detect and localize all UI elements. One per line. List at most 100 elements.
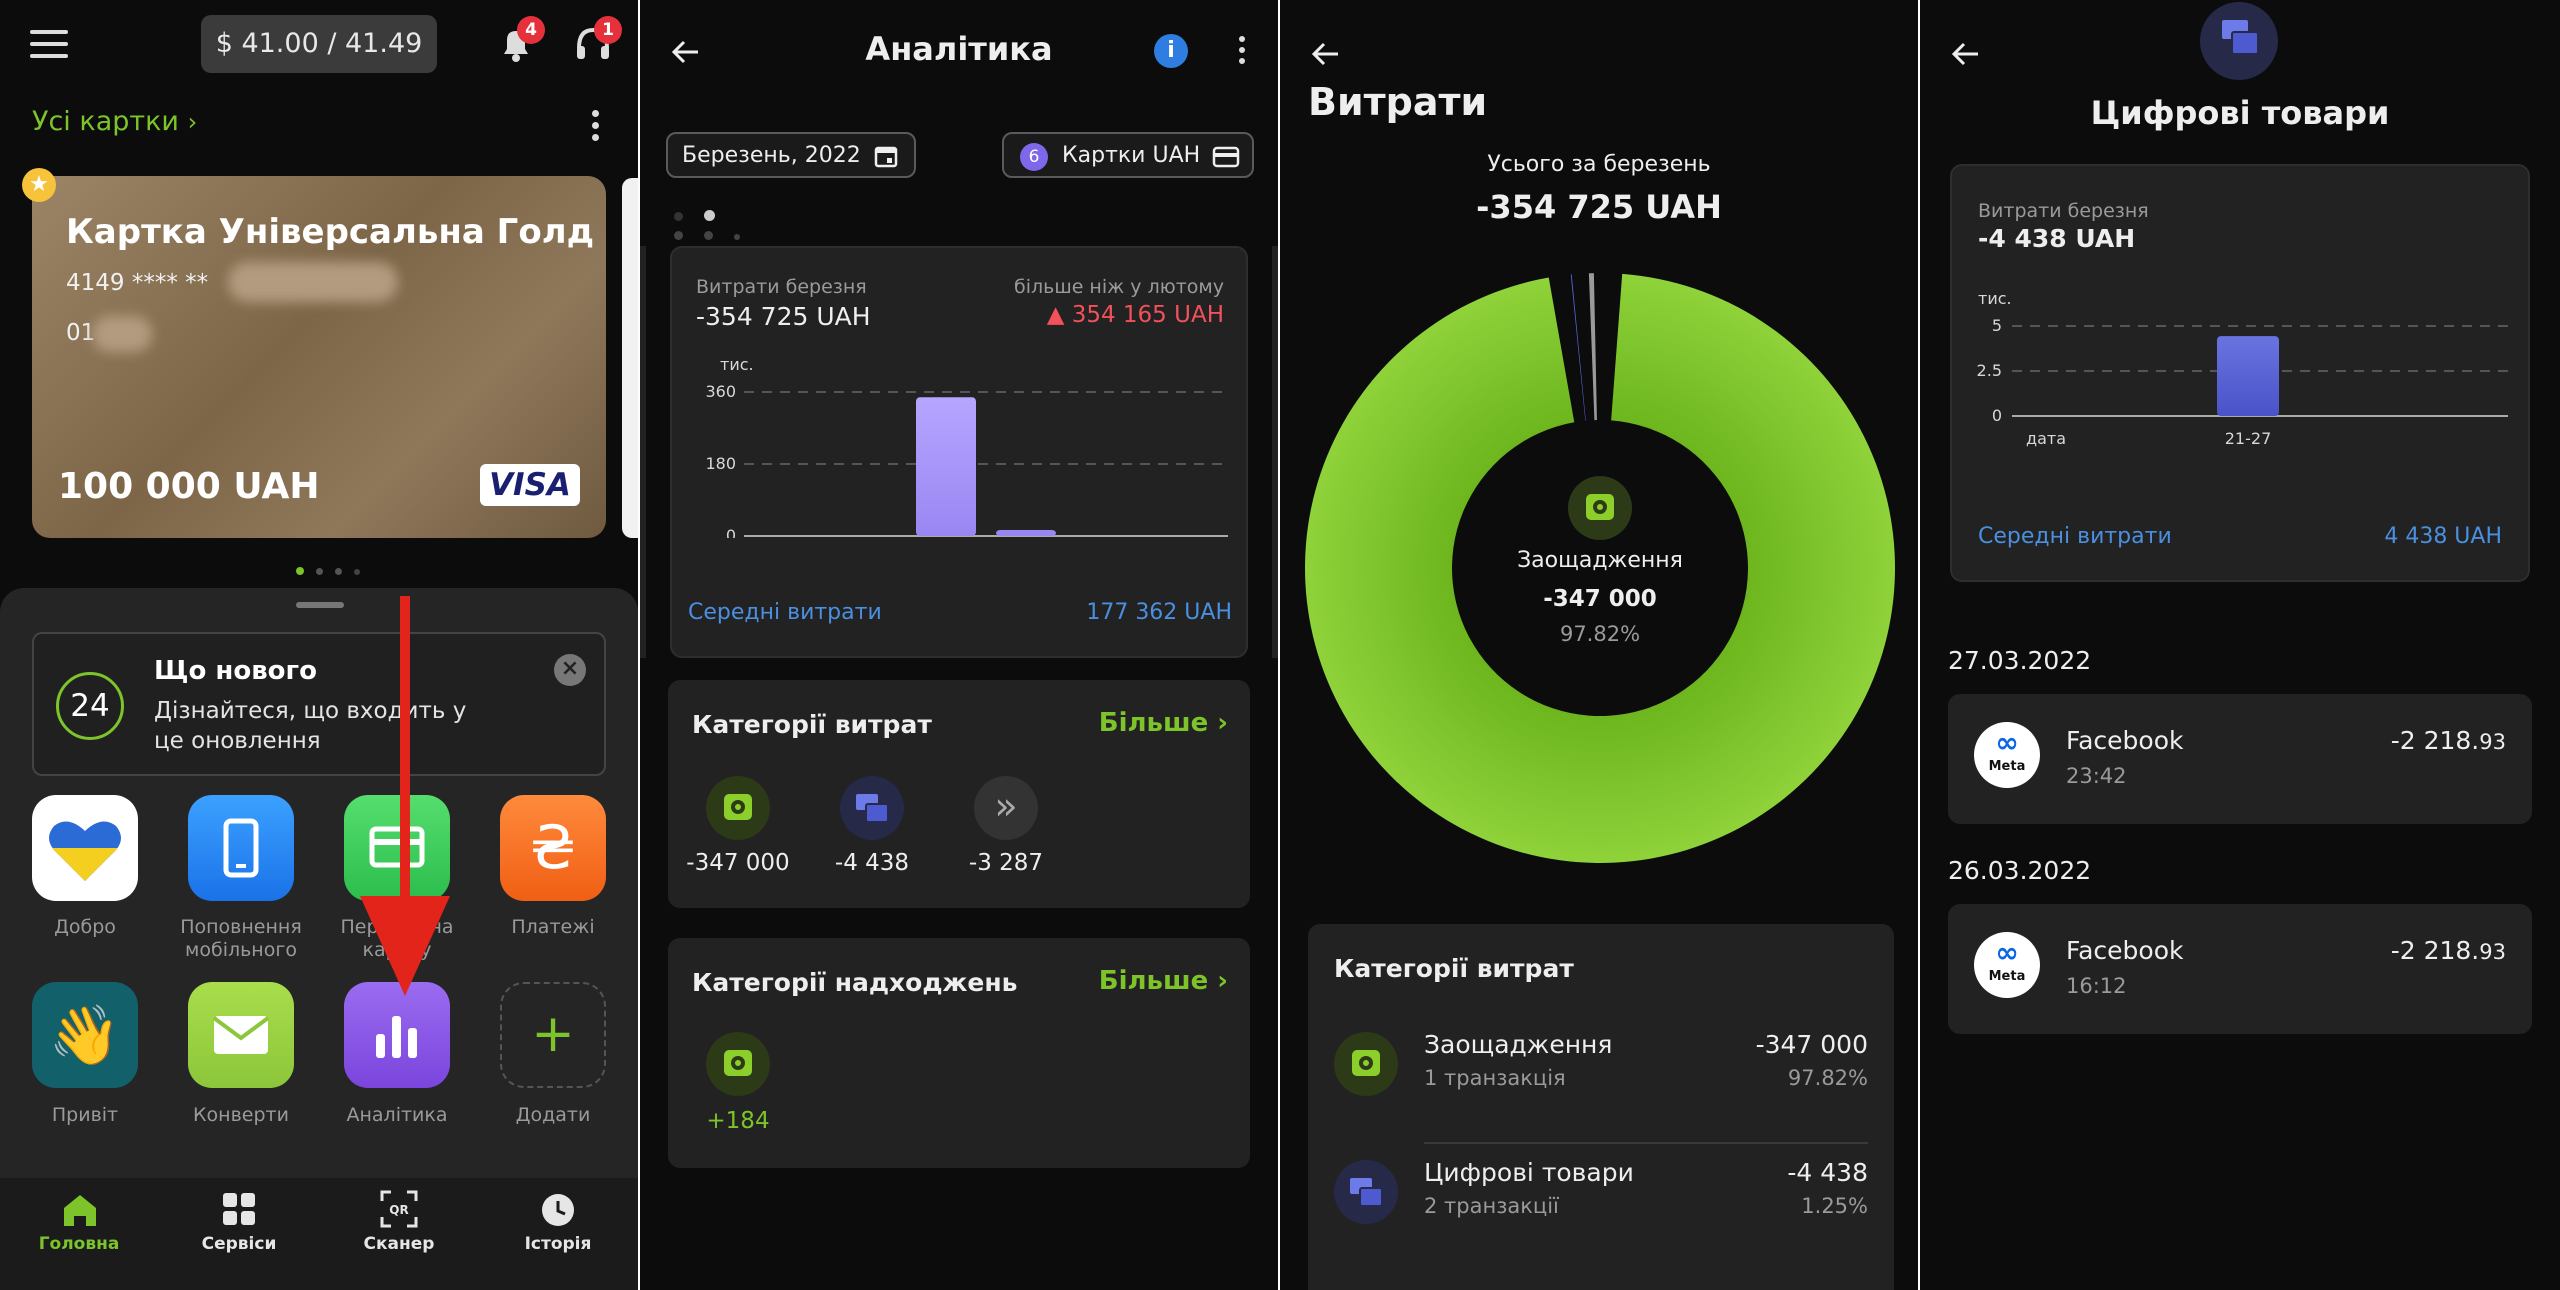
total-value: -354 725 UAH — [1476, 188, 1722, 226]
donut-slice[interactable] — [1570, 274, 1586, 421]
mobile-topup-app-icon[interactable] — [188, 795, 294, 901]
history-clock-icon[interactable] — [540, 1192, 576, 1228]
home-screen: $ 41.00 / 41.49 4 1 Усі картки › Картка … — [0, 0, 638, 1290]
hello-app-icon[interactable]: 👋 — [32, 982, 138, 1088]
balance-badge[interactable]: $ 41.00 / 41.49 — [201, 15, 437, 73]
nav-scanner[interactable]: Сканер — [363, 1234, 435, 1254]
spending-categories-card[interactable]: Категорії витрат Більше › -347 000 -4 43… — [668, 680, 1250, 908]
donut-center-label: Заощадження — [1517, 548, 1683, 573]
card-title: Картка Універсальна Голд — [66, 212, 595, 252]
avg-spend-label[interactable]: Середні витрати — [688, 600, 882, 625]
app-label-dobro: Добро — [54, 916, 116, 938]
transaction-row[interactable]: ∞ Meta Facebook 23:42 -2 218.93 — [1948, 694, 2532, 824]
back-arrow-icon[interactable] — [1310, 38, 1342, 70]
meta-logo-text: Meta — [1988, 969, 2026, 984]
transaction-amount: -2 218.93 — [2391, 936, 2506, 965]
card-expiry: 01 — [66, 320, 96, 346]
more-label: Більше — [1098, 708, 1209, 738]
x-tick-label: дата — [2026, 429, 2066, 448]
transaction-time: 16:12 — [2066, 974, 2127, 998]
donut-hole — [1456, 424, 1744, 712]
savings-icon — [706, 1032, 770, 1096]
app-label-analytics: Аналітика — [346, 1104, 448, 1126]
dobro-app-icon[interactable] — [32, 795, 138, 901]
y-tick-label: 180 — [705, 454, 736, 473]
card-pager — [296, 560, 376, 594]
nav-services[interactable]: Сервіси — [201, 1234, 277, 1254]
svg-text:QR: QR — [389, 1203, 408, 1217]
digital-spending-card[interactable]: Витрати березня -4 438 UAH тис. 5 2.5 0 дата… — [1950, 164, 2530, 582]
more-vertical-icon[interactable] — [588, 110, 602, 144]
page-title: Аналітика — [865, 30, 1053, 68]
y-axis-unit: тис. — [1978, 289, 2012, 308]
merchant-name: Facebook — [2066, 936, 2184, 965]
envelopes-app-icon[interactable] — [188, 982, 294, 1088]
whats-new-card[interactable]: 24 Що нового Дізнайтеся, що входить у це… — [32, 632, 606, 776]
info-icon[interactable]: i — [1154, 34, 1188, 68]
bar[interactable] — [916, 397, 976, 536]
transaction-amount: -2 218.93 — [2391, 726, 2506, 755]
all-cards-label: Усі картки — [32, 106, 179, 137]
menu-icon[interactable] — [30, 30, 68, 58]
y-axis-unit: тис. — [720, 355, 754, 374]
digital-goods-screen: Цифрові товари Витрати березня -4 438 UA… — [1920, 0, 2560, 1290]
spending-value: -4 438 UAH — [1978, 224, 2136, 253]
add-app-icon[interactable]: + — [500, 982, 606, 1088]
nav-home[interactable]: Головна — [38, 1234, 120, 1254]
digital-bar-chart: тис. 5 2.5 0 дата 21-27 — [1977, 289, 2508, 448]
close-icon[interactable]: × — [554, 654, 586, 686]
spending-label: Витрати березня — [1978, 200, 2149, 222]
y-tick-label: 0 — [726, 526, 736, 538]
category-row[interactable]: Заощадження 1 транзакція -347 000 97.82% — [1308, 1010, 1894, 1110]
spending-value: -354 725 UAH — [696, 302, 871, 331]
support-count-badge: 1 — [594, 16, 622, 44]
bar[interactable] — [996, 530, 1056, 536]
next-card-edge[interactable] — [622, 178, 638, 538]
savings-icon — [706, 776, 770, 840]
back-arrow-icon[interactable] — [1950, 38, 1982, 70]
card-transfer-app-icon[interactable] — [344, 795, 450, 901]
all-cards-link[interactable]: Усі картки › — [32, 106, 197, 137]
cards-filter[interactable]: 6 Картки UAH — [1002, 132, 1254, 178]
payments-app-icon[interactable]: ₴ — [500, 795, 606, 901]
date-header: 26.03.2022 — [1948, 856, 2092, 885]
nav-history[interactable]: Історія — [524, 1234, 592, 1254]
card-balance: 100 000 UAH — [58, 466, 320, 507]
card-number: 4149 **** ** — [66, 270, 209, 296]
row-divider — [1424, 1142, 1868, 1144]
more-link[interactable]: Більше › — [1099, 708, 1228, 738]
income-value: +184 — [706, 1108, 770, 1134]
more-vertical-icon[interactable] — [1236, 36, 1248, 68]
home-icon[interactable] — [60, 1190, 100, 1230]
donut-slice[interactable] — [1588, 273, 1597, 421]
transaction-row[interactable]: ∞ Meta Facebook 16:12 -2 218.93 — [1948, 904, 2532, 1034]
bottom-nav — [0, 1178, 638, 1290]
category-value: -4 438 — [834, 850, 910, 876]
y-tick-label: 5 — [1992, 316, 2002, 335]
qr-scanner-icon[interactable]: QR — [380, 1190, 418, 1228]
avg-spend-label[interactable]: Середні витрати — [1978, 524, 2172, 549]
visa-logo: VISA — [480, 464, 580, 506]
page-title: Витрати — [1308, 80, 1488, 124]
page-title: Цифрові товари — [2090, 94, 2390, 132]
app-label-mobile-topup: Поповнення мобільного — [180, 916, 302, 961]
month-selector[interactable]: Березень, 2022 — [666, 132, 916, 178]
analytics-app-icon[interactable] — [344, 982, 450, 1088]
category-value: -347 000 — [686, 850, 790, 876]
divider — [638, 0, 640, 1290]
income-categories-title: Категорії надходжень — [692, 968, 1018, 997]
donut-slice[interactable] — [1305, 273, 1895, 863]
bank-card[interactable]: Картка Універсальна Голд 4149 **** ** 01… — [32, 176, 606, 538]
app-label-envelopes: Конверти — [193, 1104, 289, 1126]
card-icon — [1212, 145, 1240, 169]
spending-label: Витрати березня — [696, 276, 867, 298]
back-arrow-icon[interactable] — [670, 36, 702, 68]
y-tick-label: 2.5 — [1977, 361, 2002, 380]
more-link[interactable]: Більше › — [1099, 966, 1228, 996]
services-grid-icon[interactable] — [222, 1192, 256, 1226]
income-categories-card[interactable]: Категорії надходжень Більше › +184 — [668, 938, 1250, 1168]
category-row[interactable]: Цифрові товари 2 транзакції -4 438 1.25% — [1308, 1138, 1894, 1238]
sheet-handle[interactable] — [296, 602, 344, 608]
spending-chart-card[interactable]: Витрати березня -354 725 UAH більше ніж … — [670, 246, 1248, 658]
bar[interactable] — [2217, 336, 2279, 416]
